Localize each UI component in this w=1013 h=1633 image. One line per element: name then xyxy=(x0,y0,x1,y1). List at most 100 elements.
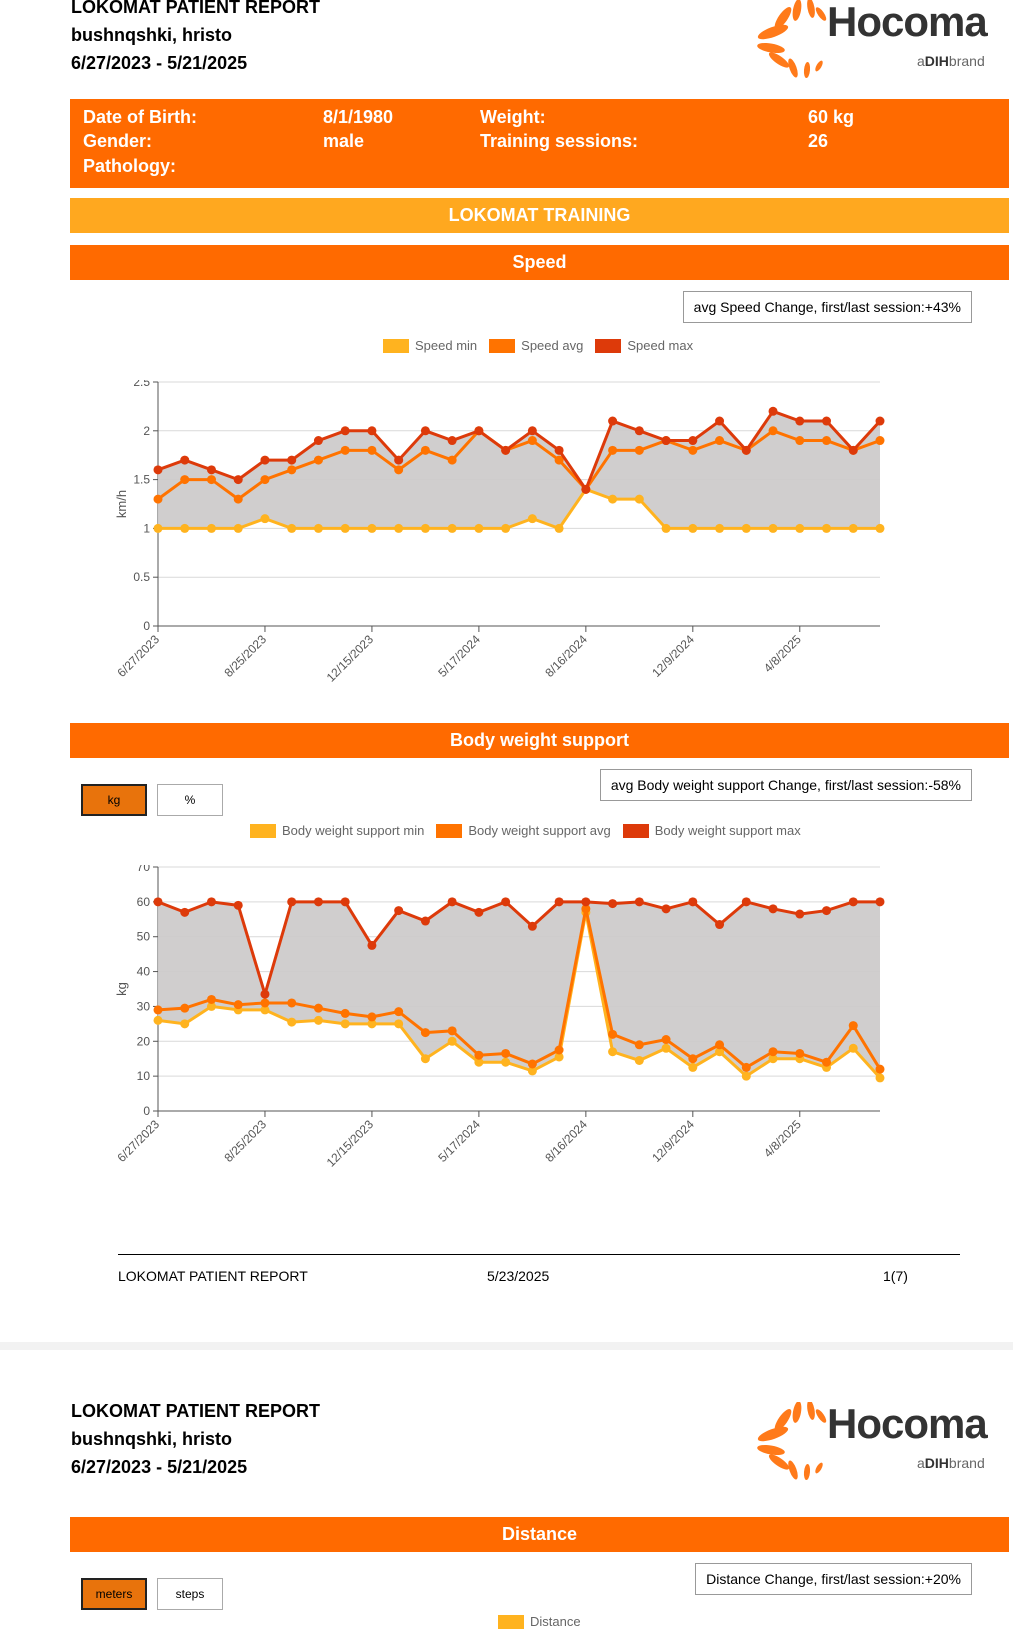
bws-point[interactable] xyxy=(768,904,778,914)
speed-point[interactable] xyxy=(795,416,805,426)
bws-point[interactable] xyxy=(233,1000,243,1010)
speed-point[interactable] xyxy=(795,436,805,446)
bws-point[interactable] xyxy=(447,897,457,907)
speed-point[interactable] xyxy=(287,465,297,475)
bws-point[interactable] xyxy=(634,897,644,907)
bws-point[interactable] xyxy=(661,1035,671,1045)
kg-toggle-button[interactable]: kg xyxy=(81,784,147,816)
speed-point[interactable] xyxy=(715,416,725,426)
bws-point[interactable] xyxy=(527,1059,537,1069)
speed-point[interactable] xyxy=(260,514,270,524)
bws-point[interactable] xyxy=(875,897,885,907)
speed-point[interactable] xyxy=(554,523,564,533)
bws-point[interactable] xyxy=(260,989,270,999)
speed-point[interactable] xyxy=(875,436,885,446)
bws-point[interactable] xyxy=(848,897,858,907)
speed-point[interactable] xyxy=(287,523,297,533)
speed-point[interactable] xyxy=(447,436,457,446)
bws-point[interactable] xyxy=(394,1019,404,1029)
speed-point[interactable] xyxy=(527,514,537,524)
bws-point[interactable] xyxy=(313,1015,323,1025)
speed-point[interactable] xyxy=(153,494,163,504)
bws-point[interactable] xyxy=(206,897,216,907)
bws-point[interactable] xyxy=(581,904,591,914)
speed-point[interactable] xyxy=(554,445,564,455)
speed-point[interactable] xyxy=(233,475,243,485)
speed-point[interactable] xyxy=(634,445,644,455)
bws-point[interactable] xyxy=(340,1019,350,1029)
speed-point[interactable] xyxy=(848,523,858,533)
speed-point[interactable] xyxy=(822,436,832,446)
speed-point[interactable] xyxy=(688,445,698,455)
speed-point[interactable] xyxy=(715,436,725,446)
bws-point[interactable] xyxy=(715,920,725,930)
bws-point[interactable] xyxy=(501,1057,511,1067)
bws-point[interactable] xyxy=(206,1001,216,1011)
speed-point[interactable] xyxy=(367,523,377,533)
speed-point[interactable] xyxy=(313,455,323,465)
speed-point[interactable] xyxy=(206,475,216,485)
speed-point[interactable] xyxy=(768,406,778,416)
speed-point[interactable] xyxy=(287,455,297,465)
speed-point[interactable] xyxy=(420,445,430,455)
percent-toggle-button[interactable]: % xyxy=(157,784,223,816)
speed-point[interactable] xyxy=(420,426,430,436)
bws-point[interactable] xyxy=(313,1003,323,1013)
speed-point[interactable] xyxy=(795,523,805,533)
bws-point[interactable] xyxy=(420,916,430,926)
steps-toggle-button[interactable]: steps xyxy=(157,1578,223,1610)
speed-point[interactable] xyxy=(688,523,698,533)
speed-point[interactable] xyxy=(180,523,190,533)
bws-point[interactable] xyxy=(474,1057,484,1067)
speed-point[interactable] xyxy=(394,465,404,475)
bws-point[interactable] xyxy=(688,1054,698,1064)
bws-point[interactable] xyxy=(822,906,832,916)
bws-point[interactable] xyxy=(768,1054,778,1064)
bws-point[interactable] xyxy=(715,1047,725,1057)
bws-point[interactable] xyxy=(367,1012,377,1022)
speed-point[interactable] xyxy=(340,523,350,533)
bws-point[interactable] xyxy=(634,1040,644,1050)
speed-point[interactable] xyxy=(367,426,377,436)
bws-point[interactable] xyxy=(795,909,805,919)
speed-point[interactable] xyxy=(554,455,564,465)
legend-item[interactable]: Speed min xyxy=(383,338,477,353)
speed-point[interactable] xyxy=(233,523,243,533)
bws-point[interactable] xyxy=(822,1057,832,1067)
bws-point[interactable] xyxy=(741,1062,751,1072)
bws-point[interactable] xyxy=(420,1054,430,1064)
bws-point[interactable] xyxy=(180,907,190,917)
speed-point[interactable] xyxy=(875,523,885,533)
speed-point[interactable] xyxy=(206,523,216,533)
bws-point[interactable] xyxy=(313,897,323,907)
bws-point[interactable] xyxy=(581,897,591,907)
speed-point[interactable] xyxy=(741,523,751,533)
speed-point[interactable] xyxy=(340,445,350,455)
bws-point[interactable] xyxy=(474,1050,484,1060)
bws-point[interactable] xyxy=(634,1055,644,1065)
speed-point[interactable] xyxy=(822,416,832,426)
bws-point[interactable] xyxy=(420,1028,430,1038)
bws-point[interactable] xyxy=(447,1036,457,1046)
bws-point[interactable] xyxy=(394,906,404,916)
bws-point[interactable] xyxy=(688,1062,698,1072)
bws-point[interactable] xyxy=(715,1040,725,1050)
bws-point[interactable] xyxy=(447,1026,457,1036)
bws-point[interactable] xyxy=(554,1045,564,1055)
speed-point[interactable] xyxy=(608,494,618,504)
speed-point[interactable] xyxy=(661,436,671,446)
speed-point[interactable] xyxy=(447,523,457,533)
bws-point[interactable] xyxy=(367,1019,377,1029)
meters-toggle-button[interactable]: meters xyxy=(81,1578,147,1610)
legend-item[interactable]: Speed avg xyxy=(489,338,583,353)
bws-point[interactable] xyxy=(180,1019,190,1029)
speed-point[interactable] xyxy=(394,455,404,465)
speed-point[interactable] xyxy=(206,465,216,475)
speed-point[interactable] xyxy=(420,523,430,533)
bws-point[interactable] xyxy=(875,1073,885,1083)
speed-point[interactable] xyxy=(848,445,858,455)
bws-point[interactable] xyxy=(260,998,270,1008)
speed-point[interactable] xyxy=(581,484,591,494)
speed-point[interactable] xyxy=(661,523,671,533)
bws-point[interactable] xyxy=(233,900,243,910)
